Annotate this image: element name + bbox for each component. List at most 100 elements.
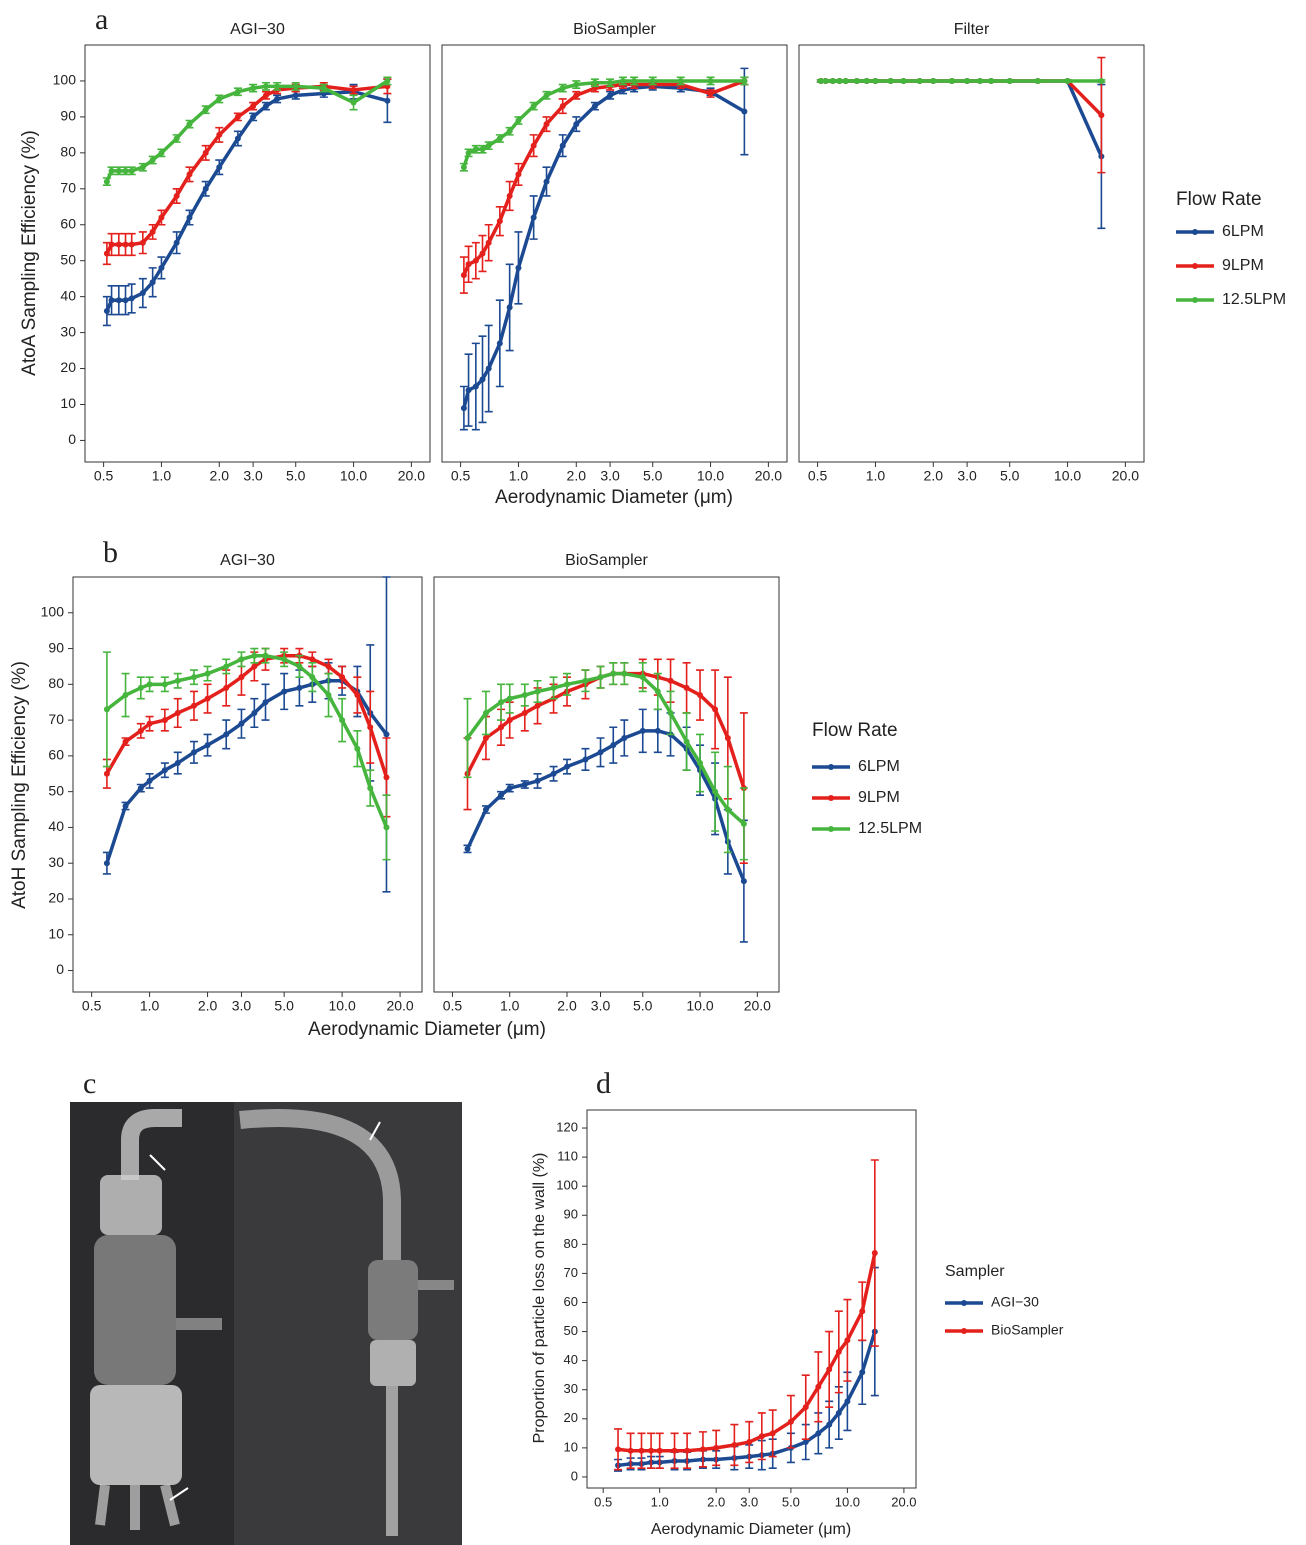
- point: [621, 734, 628, 741]
- point: [930, 77, 937, 84]
- y-axis-title: Proportion of particle loss on the wall …: [531, 1153, 548, 1444]
- glass-joint: [90, 1385, 182, 1485]
- point: [649, 77, 656, 84]
- x-tick-label: 3.0: [957, 468, 977, 484]
- point: [559, 85, 566, 92]
- point: [251, 663, 258, 670]
- point: [460, 164, 467, 171]
- point: [202, 185, 209, 192]
- point: [597, 749, 604, 756]
- point: [190, 702, 197, 709]
- y-tick-label: 20: [564, 1410, 578, 1425]
- point: [158, 149, 165, 156]
- point: [472, 257, 479, 264]
- x-tick-label: 10.0: [697, 468, 724, 484]
- point: [506, 695, 513, 702]
- point: [496, 218, 503, 225]
- point: [498, 792, 505, 799]
- point: [325, 692, 332, 699]
- y-tick-label: 80: [60, 144, 76, 160]
- point: [826, 1421, 833, 1428]
- y-tick-label: 40: [48, 818, 64, 834]
- y-axis-title: AtoA Sampling Efficiency (%): [19, 130, 40, 376]
- point: [731, 1441, 738, 1448]
- x-tick-label: 5.0: [1000, 468, 1020, 484]
- series-line: [462, 79, 745, 168]
- series-line: [465, 729, 746, 882]
- point: [859, 1308, 866, 1315]
- y-axis-title: AtoH Sampling Efficiency (%): [9, 661, 30, 909]
- point: [137, 727, 144, 734]
- point: [250, 113, 257, 120]
- point: [482, 709, 489, 716]
- point: [573, 121, 580, 128]
- y-tick-label: 20: [60, 359, 76, 375]
- point: [671, 1447, 678, 1454]
- point: [859, 1369, 866, 1376]
- point: [1098, 112, 1105, 119]
- x-tick-label: 5.0: [633, 998, 653, 1014]
- point: [506, 785, 513, 792]
- point: [158, 214, 165, 221]
- series-line: [820, 79, 1103, 117]
- point: [122, 692, 129, 699]
- series-line: [105, 84, 388, 255]
- point: [383, 824, 390, 831]
- point: [741, 77, 748, 84]
- y-tick-label: 40: [564, 1352, 578, 1367]
- y-tick-label: 30: [564, 1381, 578, 1396]
- point: [146, 681, 153, 688]
- point: [582, 677, 589, 684]
- facet-frame: [433, 576, 780, 993]
- point: [339, 717, 346, 724]
- point: [146, 720, 153, 727]
- point: [656, 1447, 663, 1454]
- point: [746, 1439, 753, 1446]
- x-tick-label: 10.0: [835, 1494, 860, 1509]
- point: [296, 684, 303, 691]
- point: [582, 756, 589, 763]
- point: [472, 146, 479, 153]
- x-tick-label: 0.5: [808, 468, 828, 484]
- point: [161, 767, 168, 774]
- legend-label: BioSampler: [991, 1322, 1064, 1338]
- point: [479, 376, 486, 383]
- point: [707, 77, 714, 84]
- point: [534, 688, 541, 695]
- point: [707, 90, 714, 97]
- x-tick-label: 5.0: [274, 998, 294, 1014]
- point: [1006, 77, 1013, 84]
- point: [174, 760, 181, 767]
- point: [916, 77, 923, 84]
- point: [186, 171, 193, 178]
- legend-dot: [828, 826, 834, 832]
- point: [384, 77, 391, 84]
- point: [383, 774, 390, 781]
- point: [161, 681, 168, 688]
- panel-letter: c: [83, 1067, 96, 1100]
- point: [465, 387, 472, 394]
- legend-dot: [961, 1328, 967, 1334]
- point: [204, 742, 211, 749]
- x-tick-label: 1.0: [651, 1494, 669, 1509]
- legend-dot: [1192, 297, 1198, 303]
- point: [515, 117, 522, 124]
- point: [496, 340, 503, 347]
- point: [158, 264, 165, 271]
- point: [115, 167, 122, 174]
- glass-neck: [100, 1175, 162, 1235]
- point: [697, 692, 704, 699]
- point: [610, 670, 617, 677]
- y-tick-label: 60: [48, 747, 64, 763]
- point: [713, 1444, 720, 1451]
- y-tick-label: 80: [564, 1236, 578, 1251]
- point: [186, 214, 193, 221]
- point: [543, 121, 550, 128]
- x-axis-title: Aerodynamic Diameter (μm): [495, 487, 733, 508]
- point: [844, 1337, 851, 1344]
- y-tick-label: 0: [56, 961, 64, 977]
- y-tick-label: 10: [48, 925, 64, 941]
- y-tick-label: 0: [68, 431, 76, 447]
- y-tick-label: 110: [557, 1149, 578, 1164]
- point: [1064, 77, 1071, 84]
